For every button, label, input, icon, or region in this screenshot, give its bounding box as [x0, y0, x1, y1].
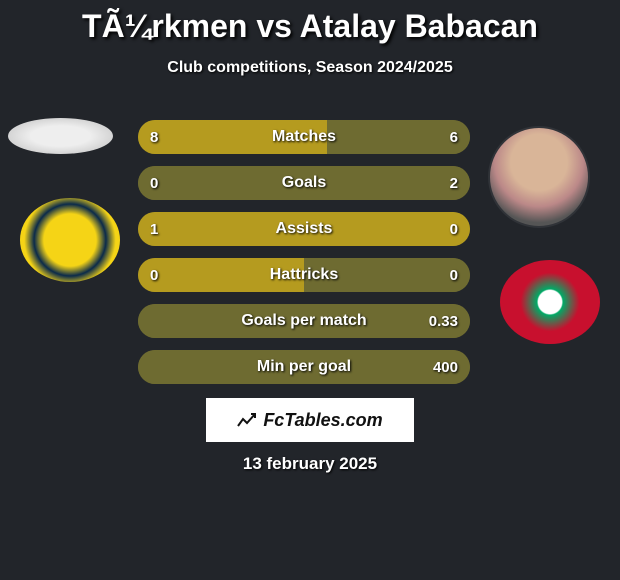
- stat-row: Assists1 0: [138, 212, 470, 246]
- stat-label: Assists: [138, 212, 470, 246]
- stat-row: Goals0 2: [138, 166, 470, 200]
- stat-label: Goals per match: [138, 304, 470, 338]
- stat-value-right: 400: [433, 350, 458, 384]
- stat-label: Hattricks: [138, 258, 470, 292]
- player-left-avatar: [8, 118, 113, 154]
- stat-row: Min per goal400: [138, 350, 470, 384]
- stat-value-right: 0: [450, 258, 458, 292]
- stat-value-right: 2: [450, 166, 458, 200]
- page-subtitle: Club competitions, Season 2024/2025: [0, 59, 620, 77]
- stat-label: Matches: [138, 120, 470, 154]
- branding-badge: FcTables.com: [206, 398, 414, 442]
- stat-value-left: 0: [150, 166, 158, 200]
- stat-row: Matches8 6: [138, 120, 470, 154]
- page-date: 13 february 2025: [0, 454, 620, 474]
- stat-value-left: 1: [150, 212, 158, 246]
- stat-value-right: 6: [450, 120, 458, 154]
- club-left-badge: [20, 198, 120, 282]
- stat-value-left: 8: [150, 120, 158, 154]
- stat-label: Goals: [138, 166, 470, 200]
- stat-value-right: 0.33: [429, 304, 458, 338]
- stat-row: Hattricks0 0: [138, 258, 470, 292]
- branding-icon: [237, 412, 257, 428]
- stat-label: Min per goal: [138, 350, 470, 384]
- stat-value-left: 0: [150, 258, 158, 292]
- stat-row: Goals per match0.33: [138, 304, 470, 338]
- club-right-badge: [500, 260, 600, 344]
- stat-value-right: 0: [450, 212, 458, 246]
- branding-text: FcTables.com: [263, 410, 382, 431]
- page-title: TÃ¼rkmen vs Atalay Babacan: [0, 0, 620, 45]
- stats-bars: Matches86Goals02Assists10Hattricks00Goal…: [138, 120, 470, 396]
- player-right-avatar: [488, 126, 590, 228]
